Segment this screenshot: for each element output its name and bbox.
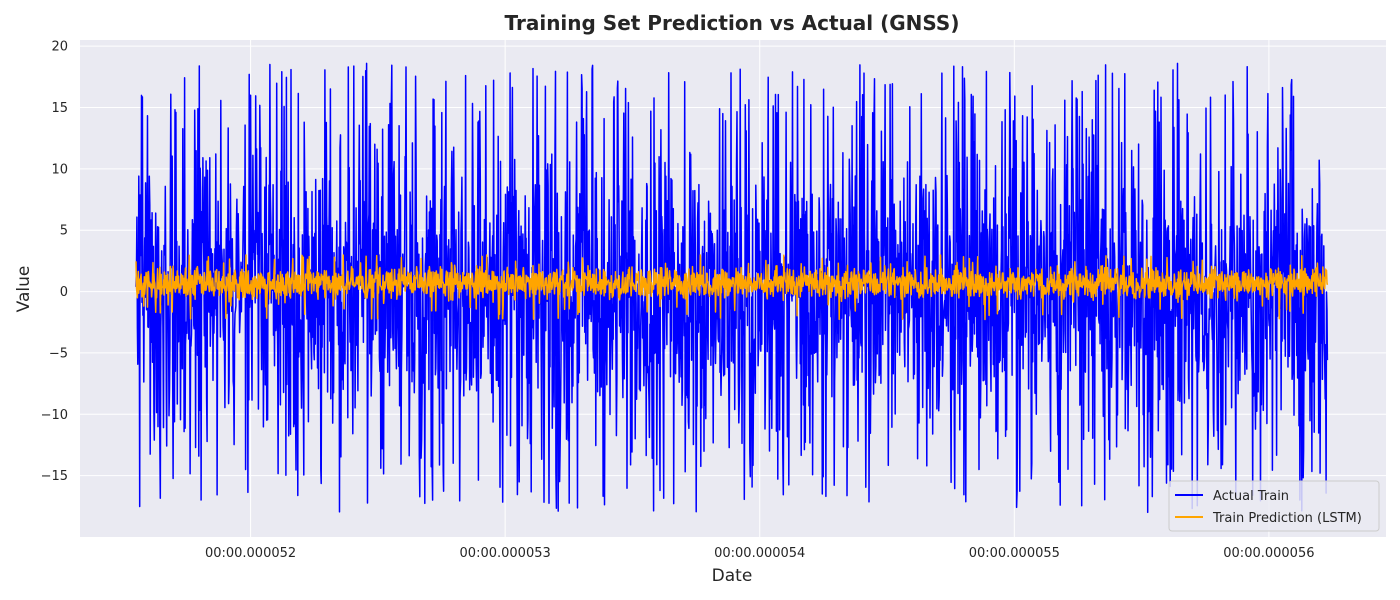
legend-label-actual-train: Actual Train (1213, 489, 1289, 504)
legend: Actual Train Train Prediction (LSTM) (1168, 480, 1380, 532)
y-tick-label: 5 (60, 224, 68, 239)
y-tick-label: 10 (51, 162, 68, 177)
x-tick-label: 00:00.000053 (460, 546, 551, 561)
y-tick-label: −5 (49, 346, 68, 361)
x-axis-label: Date (712, 566, 753, 586)
legend-box (1168, 480, 1380, 532)
y-tick-label: 15 (51, 101, 68, 116)
x-axis-ticks: 00:00.000052 00:00.000053 00:00.000054 00:0… (205, 546, 1315, 561)
y-tick-label: 0 (60, 285, 68, 300)
chart-title: Training Set Prediction vs Actual (GNSS) (505, 11, 960, 35)
y-tick-label: −10 (41, 408, 68, 423)
x-tick-label: 00:00.000055 (969, 546, 1060, 561)
legend-label-train-prediction: Train Prediction (LSTM) (1212, 511, 1362, 526)
y-tick-label: −15 (41, 469, 68, 484)
x-tick-label: 00:00.000054 (714, 546, 805, 561)
y-axis-ticks: −15 −10 −5 0 5 10 15 20 (41, 40, 68, 485)
x-tick-label: 00:00.000056 (1223, 546, 1314, 561)
x-tick-label: 00:00.000052 (205, 546, 296, 561)
series-line-train-prediction (135, 254, 1329, 321)
y-axis-label: Value (14, 266, 34, 313)
y-tick-label: 20 (51, 40, 68, 55)
series-layer (135, 62, 1329, 514)
